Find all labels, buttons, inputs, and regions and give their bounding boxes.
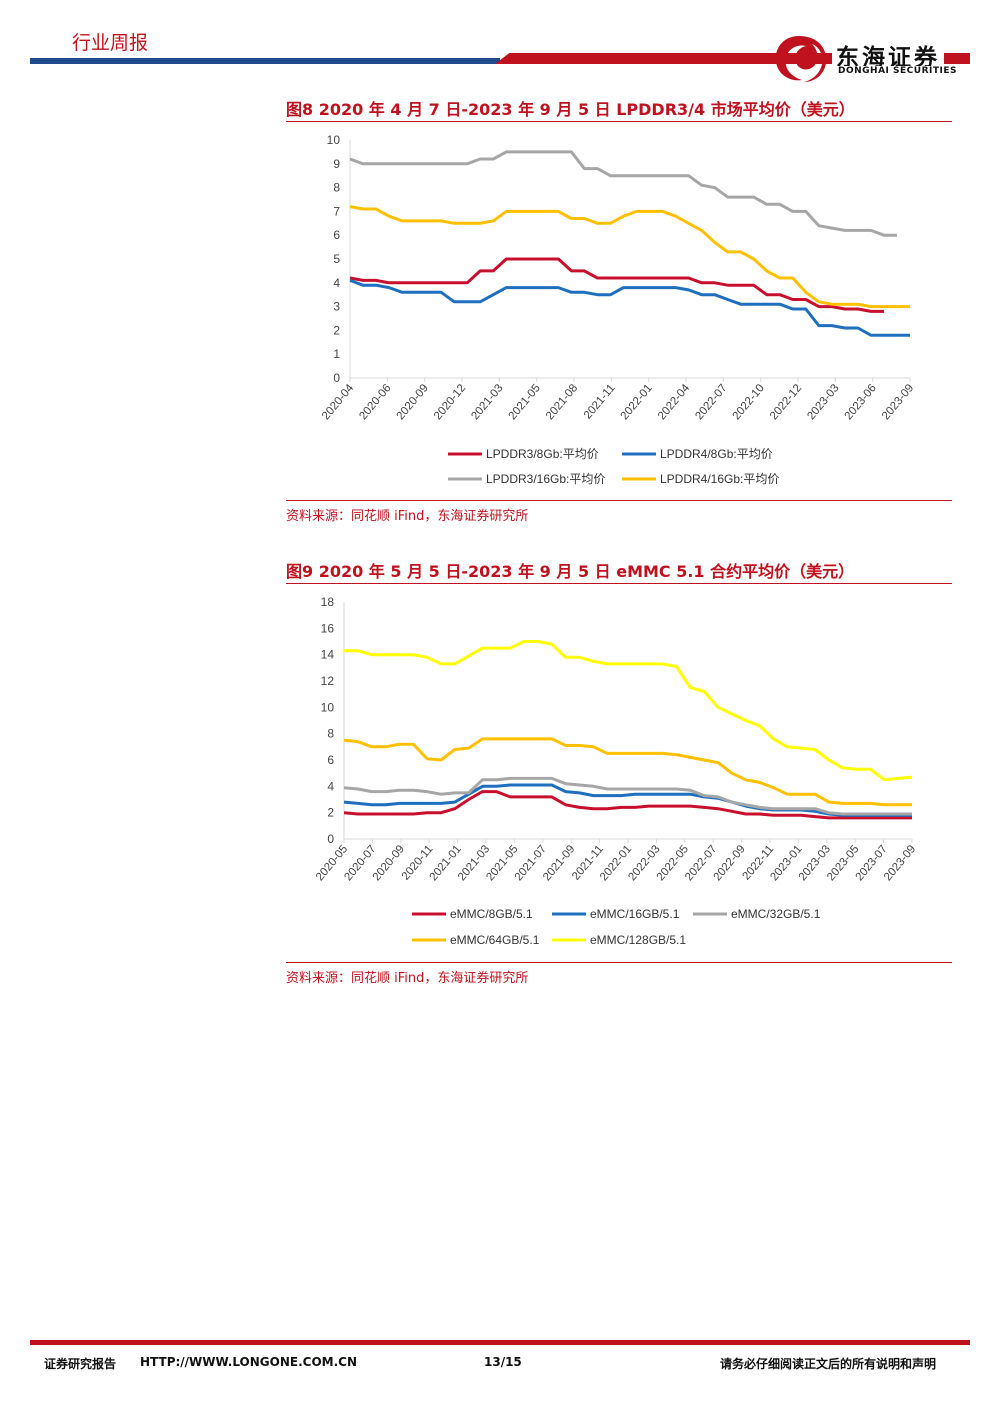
legend-label: eMMC/16GB/5.1 xyxy=(590,907,680,921)
y-tick-label: 10 xyxy=(327,133,341,147)
x-tick-label: 2022-04 xyxy=(656,382,693,423)
series-line-5 xyxy=(344,640,913,782)
x-tick-label: 2020-06 xyxy=(357,382,393,422)
figure9-bottom-rule xyxy=(286,962,952,963)
footer-disclaimer: 请务必仔细阅读正文后的所有说明和声明 xyxy=(720,1357,937,1371)
x-tick-label: 2023-09 xyxy=(880,382,916,422)
x-tick-label: 2020-12 xyxy=(432,382,468,422)
y-tick-label: 3 xyxy=(333,300,340,314)
y-tick-label: 2 xyxy=(333,323,340,337)
series-line-3 xyxy=(343,776,912,816)
y-tick-label: 6 xyxy=(333,228,340,242)
legend-label: eMMC/32GB/5.1 xyxy=(731,907,821,921)
y-tick-label: 4 xyxy=(327,779,334,793)
x-tick-label: 2022-01 xyxy=(619,382,655,422)
figure9-top-rule xyxy=(286,583,952,584)
figure8-chart: 0 1 2 3 4 5 6 7 8 9 10 2020-04 2020-06 2020-09 2020-12… xyxy=(320,133,916,486)
figure8-bottom-rule xyxy=(286,500,952,501)
header-bar-blue xyxy=(30,58,500,64)
figure8-top-rule xyxy=(286,121,952,122)
x-tick-label: 2020-04 xyxy=(320,382,357,423)
series-line-4 xyxy=(349,205,910,309)
series-line-4 xyxy=(343,737,912,807)
y-tick-label: 10 xyxy=(321,700,335,714)
x-tick-label: 2022-07 xyxy=(693,382,729,422)
report-type-title: 行业周报 xyxy=(72,32,149,54)
x-tick-label: 2021-03 xyxy=(469,382,505,422)
y-tick-label: 5 xyxy=(333,252,340,266)
x-tick-label: 2022-10 xyxy=(731,382,767,422)
figure9-title: 图9 2020 年 5 月 5 日-2023 年 9 月 5 日 eMMC 5.… xyxy=(286,562,855,581)
x-tick-label: 2021-05 xyxy=(507,382,543,422)
x-tick-label: 2022-12 xyxy=(768,382,804,422)
page-number: 13/15 xyxy=(484,1355,522,1369)
y-tick-label: 6 xyxy=(327,753,334,767)
brand-name-en: DONGHAI SECURITIES xyxy=(834,66,961,76)
series-line-2 xyxy=(349,278,910,337)
legend-label: LPDDR3/16Gb:平均价 xyxy=(486,472,605,486)
y-tick-label: 2 xyxy=(327,806,334,820)
series-line-1 xyxy=(349,257,884,313)
legend-label: LPDDR3/8Gb:平均价 xyxy=(486,447,599,461)
y-tick-label: 0 xyxy=(327,832,334,846)
y-tick-label: 8 xyxy=(327,727,334,741)
header-bar-red xyxy=(495,53,970,64)
y-tick-label: 9 xyxy=(333,157,340,171)
figure9-source: 资料来源：同花顺 iFind，东海证券研究所 xyxy=(286,971,529,986)
footer-rule xyxy=(30,1340,970,1345)
x-tick-label: 2021-08 xyxy=(544,382,580,422)
y-tick-label: 16 xyxy=(321,621,335,635)
y-tick-label: 8 xyxy=(333,181,340,195)
x-tick-label: 2023-06 xyxy=(843,382,879,422)
figure8-source: 资料来源：同花顺 iFind，东海证券研究所 xyxy=(286,509,529,524)
series-line-1 xyxy=(343,790,912,820)
legend-label: LPDDR4/16Gb:平均价 xyxy=(660,472,779,486)
series-line-3 xyxy=(349,150,897,237)
footer-url-link[interactable]: HTTP://WWW.LONGONE.COM.CN xyxy=(140,1355,358,1369)
figure8-title: 图8 2020 年 4 月 7 日-2023 年 9 月 5 日 LPDDR3/… xyxy=(286,100,855,119)
legend-label: eMMC/8GB/5.1 xyxy=(450,907,533,921)
y-tick-label: 18 xyxy=(321,595,335,609)
series-line-2 xyxy=(343,783,912,817)
legend-label: LPDDR4/8Gb:平均价 xyxy=(660,447,773,461)
y-tick-label: 0 xyxy=(333,371,340,385)
y-tick-label: 14 xyxy=(321,648,335,662)
y-tick-label: 7 xyxy=(333,204,340,218)
y-tick-label: 12 xyxy=(321,674,335,688)
x-tick-label: 2023-03 xyxy=(805,382,841,422)
legend-label: eMMC/64GB/5.1 xyxy=(450,933,540,947)
footer-label: 证券研究报告 xyxy=(44,1357,117,1371)
x-tick-label: 2021-11 xyxy=(582,382,618,421)
y-tick-label: 4 xyxy=(333,276,340,290)
y-tick-label: 1 xyxy=(333,347,340,361)
figure9-chart: 0246810121416182020-052020-072020-092020… xyxy=(314,595,918,947)
legend-label: eMMC/128GB/5.1 xyxy=(590,933,686,947)
x-tick-label: 2020-09 xyxy=(395,382,431,422)
dragon-logo-icon xyxy=(775,36,827,82)
